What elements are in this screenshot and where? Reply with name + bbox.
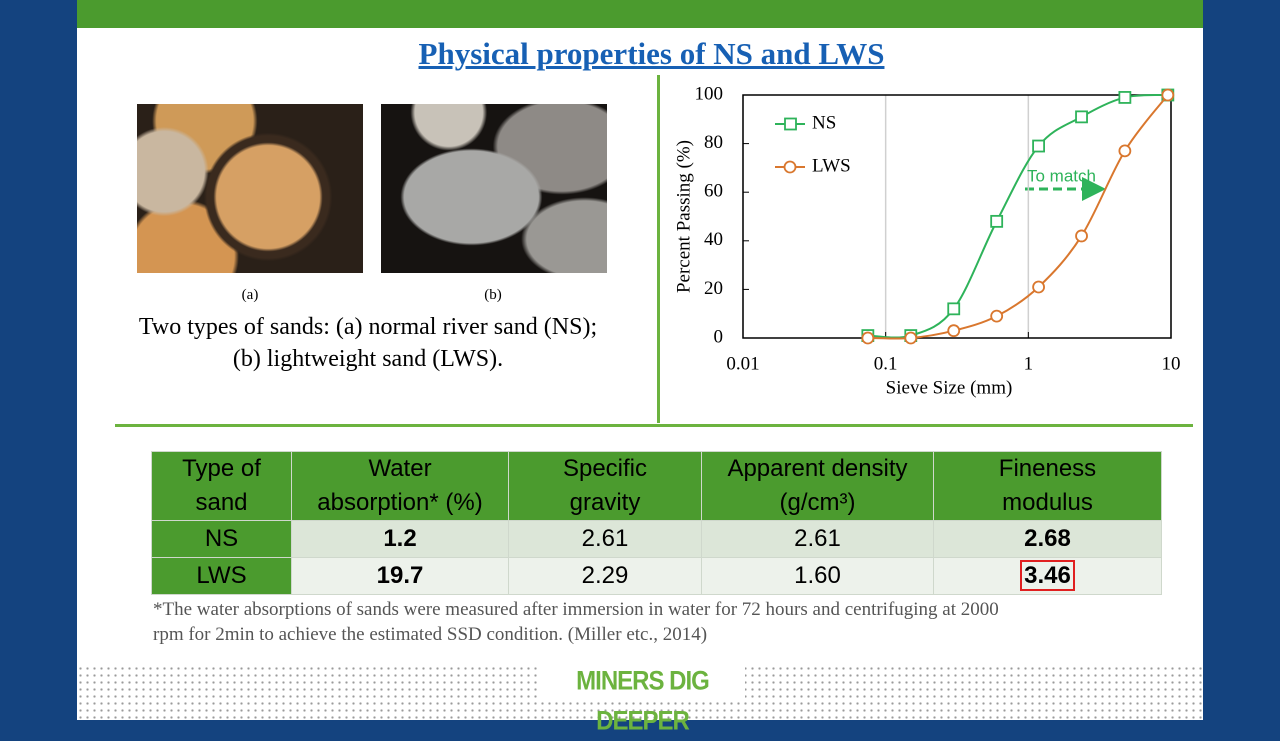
- photo-caption: (b): [484, 287, 502, 303]
- divider: [657, 75, 660, 423]
- legend-marker: [783, 160, 797, 174]
- table-cell: 3.46: [933, 557, 1162, 595]
- header-row: Type of sand Water absorption* (%) Specific g…: [151, 451, 1162, 521]
- cell-text: 19.7: [376, 562, 424, 589]
- header-text: Fineness: [998, 455, 1097, 482]
- header-text: Apparent density: [727, 455, 908, 482]
- header-cell: Type of sand: [151, 451, 292, 521]
- marker: [1032, 280, 1045, 294]
- legend-marker: [784, 117, 797, 131]
- cell-text: 3.46: [1020, 560, 1075, 591]
- header-text: absorption* (%): [317, 489, 483, 516]
- table-row: LWS 19.7 2.29 1.60 3.46: [151, 557, 1162, 595]
- table-cell: 1.2: [291, 520, 509, 558]
- y-axis-title: Percent Passing (%): [673, 140, 694, 293]
- header-text: sand: [195, 489, 248, 516]
- footnote: rpm for 2min to achieve the estimated SS…: [153, 624, 708, 645]
- x-tick-label: 10: [1162, 353, 1181, 374]
- table-cell: 2.29: [508, 557, 702, 595]
- marker: [1161, 88, 1175, 102]
- marker: [1118, 91, 1132, 104]
- properties-table: Type of sand Water absorption* (%) Specific g…: [151, 451, 1162, 595]
- marker: [1075, 229, 1088, 243]
- cell-text: 2.61: [581, 525, 629, 552]
- y-tick-label: 0: [714, 326, 724, 347]
- marker: [947, 302, 961, 316]
- cell-text: 2.68: [1024, 525, 1071, 552]
- divider: [115, 424, 1193, 427]
- series-line: [867, 93, 1168, 339]
- plot-frame: [742, 94, 1172, 339]
- marker: [947, 324, 961, 338]
- y-tick-label: 40: [704, 229, 723, 250]
- header-cell: Water absorption* (%): [291, 451, 509, 521]
- marker: [1075, 110, 1088, 124]
- legend-label: NS: [812, 112, 836, 133]
- table-cell: NS: [151, 520, 292, 558]
- y-tick-label: 100: [695, 83, 724, 104]
- y-tick-label: 20: [704, 278, 723, 299]
- marker: [990, 214, 1004, 228]
- page: Physical properties of NS and LWS (a) (b…: [77, 0, 1203, 736]
- table-row: NS 1.2 2.61 2.61 2.68: [151, 520, 1162, 558]
- header-cell: Specific gravity: [508, 451, 702, 521]
- table-cell: 2.68: [933, 520, 1162, 558]
- marker: [1118, 144, 1132, 158]
- table-cell: 2.61: [508, 520, 702, 558]
- cell-text: 1.60: [794, 562, 841, 589]
- photo-lws: [381, 104, 607, 273]
- footnote: *The water absorptions of sands were mea…: [153, 599, 999, 620]
- x-tick-label: 1: [1024, 353, 1034, 374]
- header-text: Water: [368, 455, 432, 482]
- marker: [990, 309, 1004, 323]
- header-text: gravity: [569, 489, 641, 516]
- top-bar: [77, 0, 1203, 28]
- caption-line: (b) lightweight sand (LWS).: [232, 346, 504, 372]
- y-tick-label: 60: [704, 181, 723, 202]
- legend-label: LWS: [812, 155, 851, 176]
- x-tick-label: 0.01: [726, 353, 759, 374]
- x-axis-title: Sieve Size (mm): [886, 377, 1013, 398]
- marker: [1032, 139, 1045, 153]
- table-cell: 19.7: [291, 557, 509, 595]
- x-tick-label: 0.1: [874, 353, 898, 374]
- marker: [904, 331, 918, 345]
- cell-text: 2.29: [581, 562, 629, 589]
- header-text: (g/cm³): [779, 489, 856, 516]
- header-text: Specific: [562, 455, 648, 482]
- header-text: modulus: [1002, 489, 1093, 516]
- cell-text: 2.61: [794, 525, 841, 552]
- header-cell: Fineness modulus: [933, 451, 1162, 521]
- marker: [861, 331, 875, 345]
- header-text: Type of: [182, 455, 261, 482]
- cell-text: 1.2: [383, 525, 417, 552]
- table-cell: LWS: [151, 557, 292, 595]
- annotation: To match: [1027, 166, 1096, 185]
- slide-title: Physical properties of NS and LWS: [418, 36, 885, 71]
- series-line: [867, 94, 1169, 340]
- caption-line: Two types of sands: (a) normal river san…: [138, 314, 598, 340]
- table-cell: 1.60: [701, 557, 934, 595]
- y-tick-label: 80: [704, 132, 723, 153]
- photo-caption: (a): [241, 287, 259, 303]
- cell-text: NS: [204, 525, 239, 552]
- photo-ns: [137, 104, 363, 273]
- cell-text: LWS: [196, 562, 247, 589]
